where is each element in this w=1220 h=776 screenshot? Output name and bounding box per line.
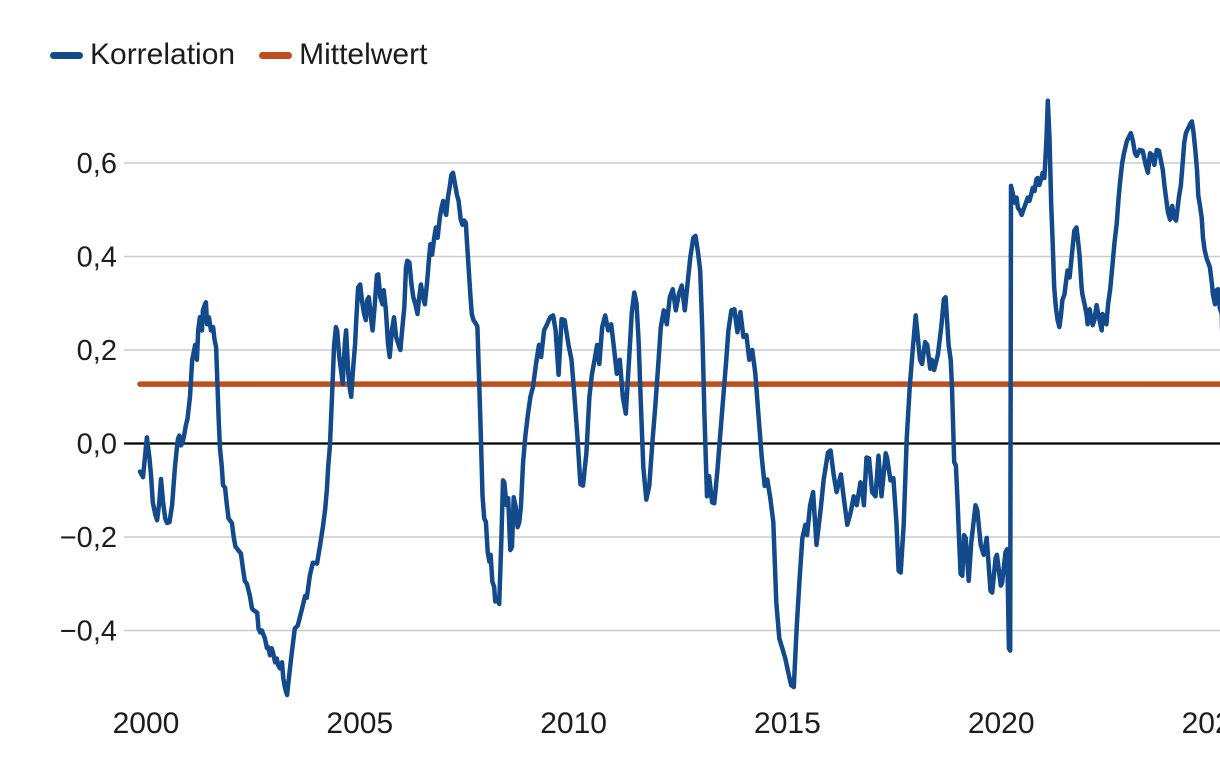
legend-label-korrelation: Korrelation xyxy=(90,38,236,71)
y-tick-label: 0,2 xyxy=(77,335,117,367)
x-tick-label: 2005 xyxy=(326,707,393,740)
legend-item-mittelwert: Mittelwert xyxy=(259,40,427,70)
x-tick-label: 2020 xyxy=(968,707,1035,740)
legend-label-mittelwert: Mittelwert xyxy=(299,38,428,71)
correlation-chart: Korrelation Mittelwert 0,6 0,4 0,2 0,0 −0,2 −… xyxy=(40,16,1220,760)
korrelation-line xyxy=(137,98,1220,698)
x-tick-label: 2025 xyxy=(1182,707,1220,740)
y-tick-label: −0,2 xyxy=(60,522,117,554)
y-tick-label: 0,6 xyxy=(77,148,117,180)
chart-legend: Korrelation Mittelwert xyxy=(50,40,427,70)
mittelwert-line-swatch-icon xyxy=(259,51,293,59)
y-tick-label: −0,4 xyxy=(60,616,117,648)
korrelation-line-swatch-icon xyxy=(50,51,83,59)
legend-item-korrelation: Korrelation xyxy=(50,40,235,70)
y-tick-label: 0,0 xyxy=(77,429,117,461)
line-chart-canvas: 0,6 0,4 0,2 0,0 −0,2 −0,4 2000 2005 2010 2015 2020… xyxy=(60,98,1220,740)
x-tick-label: 2015 xyxy=(754,707,821,740)
y-tick-label: 0,4 xyxy=(77,242,117,274)
x-tick-label: 2000 xyxy=(113,707,180,740)
x-tick-label: 2010 xyxy=(540,707,607,740)
